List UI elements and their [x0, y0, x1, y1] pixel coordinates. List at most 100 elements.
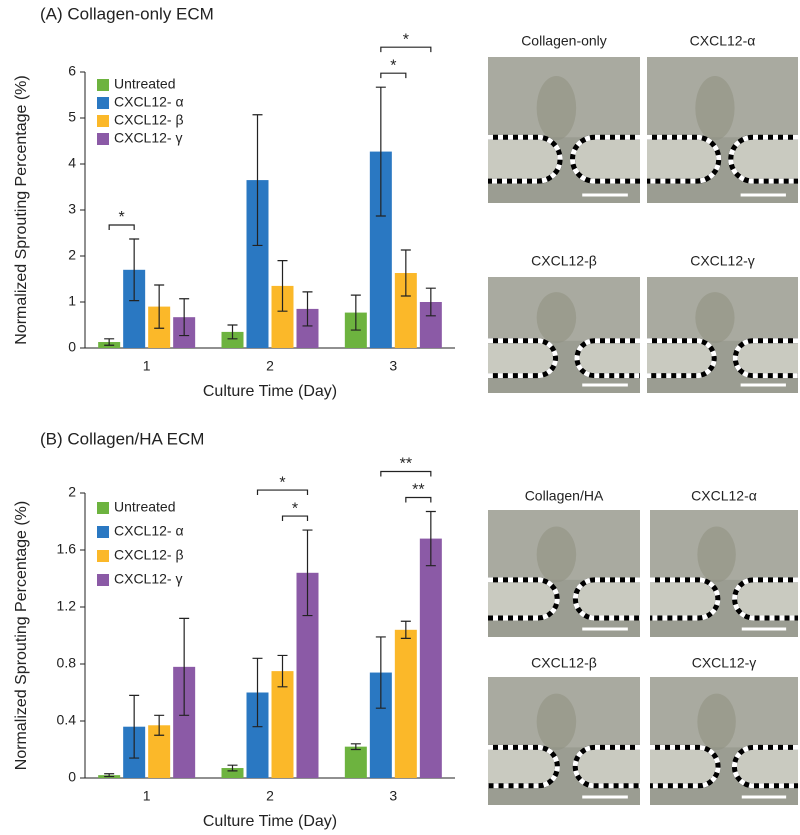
bar	[123, 269, 146, 348]
cell-cluster	[536, 526, 577, 583]
x-axis-label: Culture Time (Day)	[203, 383, 337, 400]
legend-swatch	[97, 526, 109, 538]
post-outline	[488, 744, 560, 789]
legend-swatch	[97, 79, 109, 91]
y-tick-label: 1.6	[57, 541, 77, 557]
significance-bracket	[380, 72, 407, 79]
x-tick-label: 3	[389, 358, 397, 374]
error-bar	[104, 773, 115, 778]
micrograph	[488, 677, 640, 805]
legend-label: Untreated	[114, 499, 175, 515]
bar	[148, 725, 171, 778]
x-axis-label: Culture Time (Day)	[203, 813, 337, 830]
micrograph	[647, 277, 798, 393]
error-bar	[425, 510, 436, 567]
significance-bracket	[281, 515, 309, 522]
y-tick-label: 0	[68, 769, 76, 785]
post-fill	[728, 134, 798, 184]
post-outline	[488, 134, 563, 184]
post-outline	[572, 577, 640, 621]
micrograph-label: CXCL12-α	[690, 33, 756, 49]
legend-label: Untreated	[114, 76, 175, 92]
error-bar	[375, 86, 386, 217]
error-bar	[227, 324, 238, 340]
y-tick-label: 4	[68, 155, 76, 171]
bar	[221, 331, 244, 348]
error-bar	[252, 657, 263, 728]
post-outline	[728, 134, 798, 184]
significance-label: *	[279, 474, 285, 491]
post-fill	[488, 134, 563, 184]
bar	[419, 302, 442, 348]
post-fill	[647, 338, 717, 379]
legend-swatch	[97, 550, 109, 562]
error-bar	[104, 338, 115, 346]
bar	[344, 746, 367, 778]
error-bar	[400, 249, 411, 297]
bar	[394, 273, 417, 348]
legend-swatch	[97, 574, 109, 586]
post-fill	[650, 577, 721, 621]
bar	[173, 666, 196, 778]
error-bar	[179, 298, 190, 337]
cell-cluster	[695, 75, 735, 141]
post-outline	[488, 577, 560, 621]
micrograph-label: CXCL12-α	[691, 488, 757, 504]
significance-label: *	[119, 209, 125, 226]
error-bar	[227, 764, 238, 772]
bar	[419, 538, 442, 778]
y-tick-label: 6	[68, 63, 76, 79]
significance-label: **	[400, 456, 412, 473]
micrograph-label: Collagen-only	[521, 33, 607, 49]
post-fill	[731, 744, 798, 789]
post-outline	[650, 744, 721, 789]
post-fill	[488, 577, 560, 621]
legend-label: CXCL12- α	[114, 523, 184, 539]
legend-label: CXCL12- β	[114, 547, 184, 563]
y-tick-label: 0.4	[57, 712, 77, 728]
error-bar	[129, 238, 140, 302]
post-fill	[647, 134, 722, 184]
error-bar	[350, 294, 361, 331]
bar	[246, 692, 269, 778]
micrograph-label: CXCL12-γ	[690, 253, 755, 269]
x-tick-label: 1	[143, 788, 151, 804]
post-outline	[732, 338, 798, 379]
post-fill	[732, 577, 798, 621]
error-bar	[400, 620, 411, 639]
error-bar	[252, 114, 263, 247]
micrograph	[647, 57, 798, 203]
micrograph-label: CXCL12-β	[531, 253, 597, 269]
significance-label: *	[403, 31, 409, 48]
post-outline	[650, 577, 721, 621]
y-tick-label: 3	[68, 201, 76, 217]
x-tick-label: 2	[266, 358, 274, 374]
legend-swatch	[97, 502, 109, 514]
cell-cluster	[536, 292, 577, 344]
significance-label: **	[412, 482, 424, 499]
error-bar	[302, 529, 313, 617]
significance-bracket	[405, 496, 432, 503]
significance-label: *	[292, 500, 298, 517]
cell-cluster	[536, 693, 577, 750]
post-fill	[572, 744, 640, 789]
cell-cluster	[697, 526, 736, 583]
significance-bracket	[380, 46, 432, 53]
bar	[394, 629, 417, 778]
legend-swatch	[97, 97, 109, 109]
cell-cluster	[536, 75, 577, 141]
post-fill	[732, 338, 798, 379]
post-outline	[731, 744, 798, 789]
micrograph-label: CXCL12-β	[531, 655, 597, 671]
legend-swatch	[97, 133, 109, 145]
bar	[271, 671, 294, 778]
legend-label: CXCL12- β	[114, 112, 184, 128]
micrograph-label: CXCL12-γ	[692, 655, 757, 671]
micrograph	[488, 57, 640, 203]
legend-label: CXCL12- α	[114, 94, 184, 110]
micrograph	[488, 510, 640, 637]
chart-title: (A) Collagen-only ECM	[40, 4, 214, 23]
error-bar	[302, 291, 313, 327]
cell-cluster	[697, 693, 736, 750]
error-bar	[375, 636, 386, 709]
